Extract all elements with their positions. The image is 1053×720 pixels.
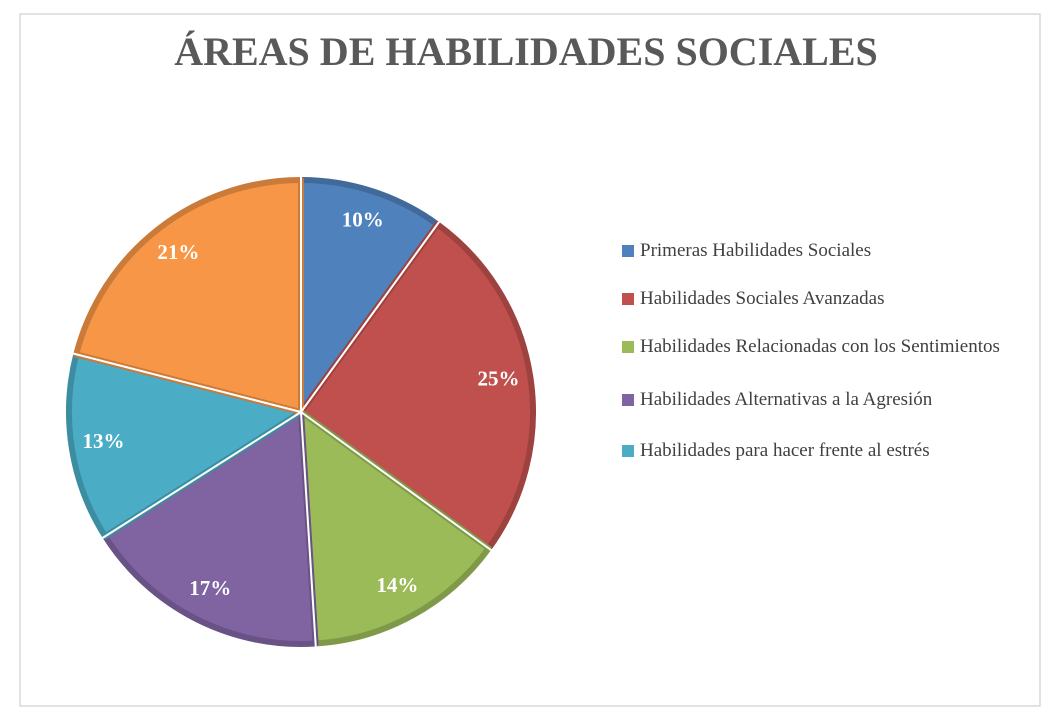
data-label: 25%: [478, 367, 520, 391]
data-label: 21%: [157, 240, 199, 264]
slice-separator: [300, 411, 494, 553]
legend-item: Primeras Habilidades Sociales: [622, 239, 1022, 263]
legend-item: Habilidades Relacionadas con los Sentimi…: [622, 335, 1022, 359]
slice-separator: [300, 411, 317, 649]
legend-swatch: [622, 245, 634, 257]
pie-slice: [102, 409, 319, 647]
data-label: 17%: [189, 576, 231, 600]
legend-item: Habilidades Alternativas a la Agresión: [622, 388, 1022, 412]
legend-swatch: [622, 394, 634, 406]
legend-label: Habilidades Sociales Avanzadas: [640, 288, 885, 309]
data-label: 14%: [376, 573, 418, 597]
slice-separator: [300, 219, 442, 413]
slice-separator: [71, 352, 302, 413]
pie-slice: [73, 177, 304, 415]
pie-slice: [298, 177, 441, 415]
legend-label: Habilidades para hacer frente al estrés: [640, 440, 930, 461]
legend-label: Primeras Habilidades Sociales: [640, 240, 872, 261]
legend-label: Habilidades Alternativas a la Agresión: [640, 389, 933, 410]
legend-swatch: [622, 445, 634, 457]
legend-item: Habilidades para hacer frente al estrés: [622, 439, 1022, 463]
pie-slice: [298, 409, 492, 647]
chart-title: ÁREAS DE HABILIDADES SOCIALES: [174, 29, 878, 74]
legend-swatch: [622, 341, 634, 353]
data-label: 10%: [342, 208, 384, 232]
data-label: 13%: [82, 429, 124, 453]
pie-slice: [298, 221, 536, 552]
legend-item: Habilidades Sociales Avanzadas: [622, 287, 1022, 311]
slice-separator: [100, 411, 302, 540]
legend-swatch: [622, 293, 634, 305]
legend-label: Habilidades Relacionadas con los Sentimi…: [640, 336, 1000, 357]
